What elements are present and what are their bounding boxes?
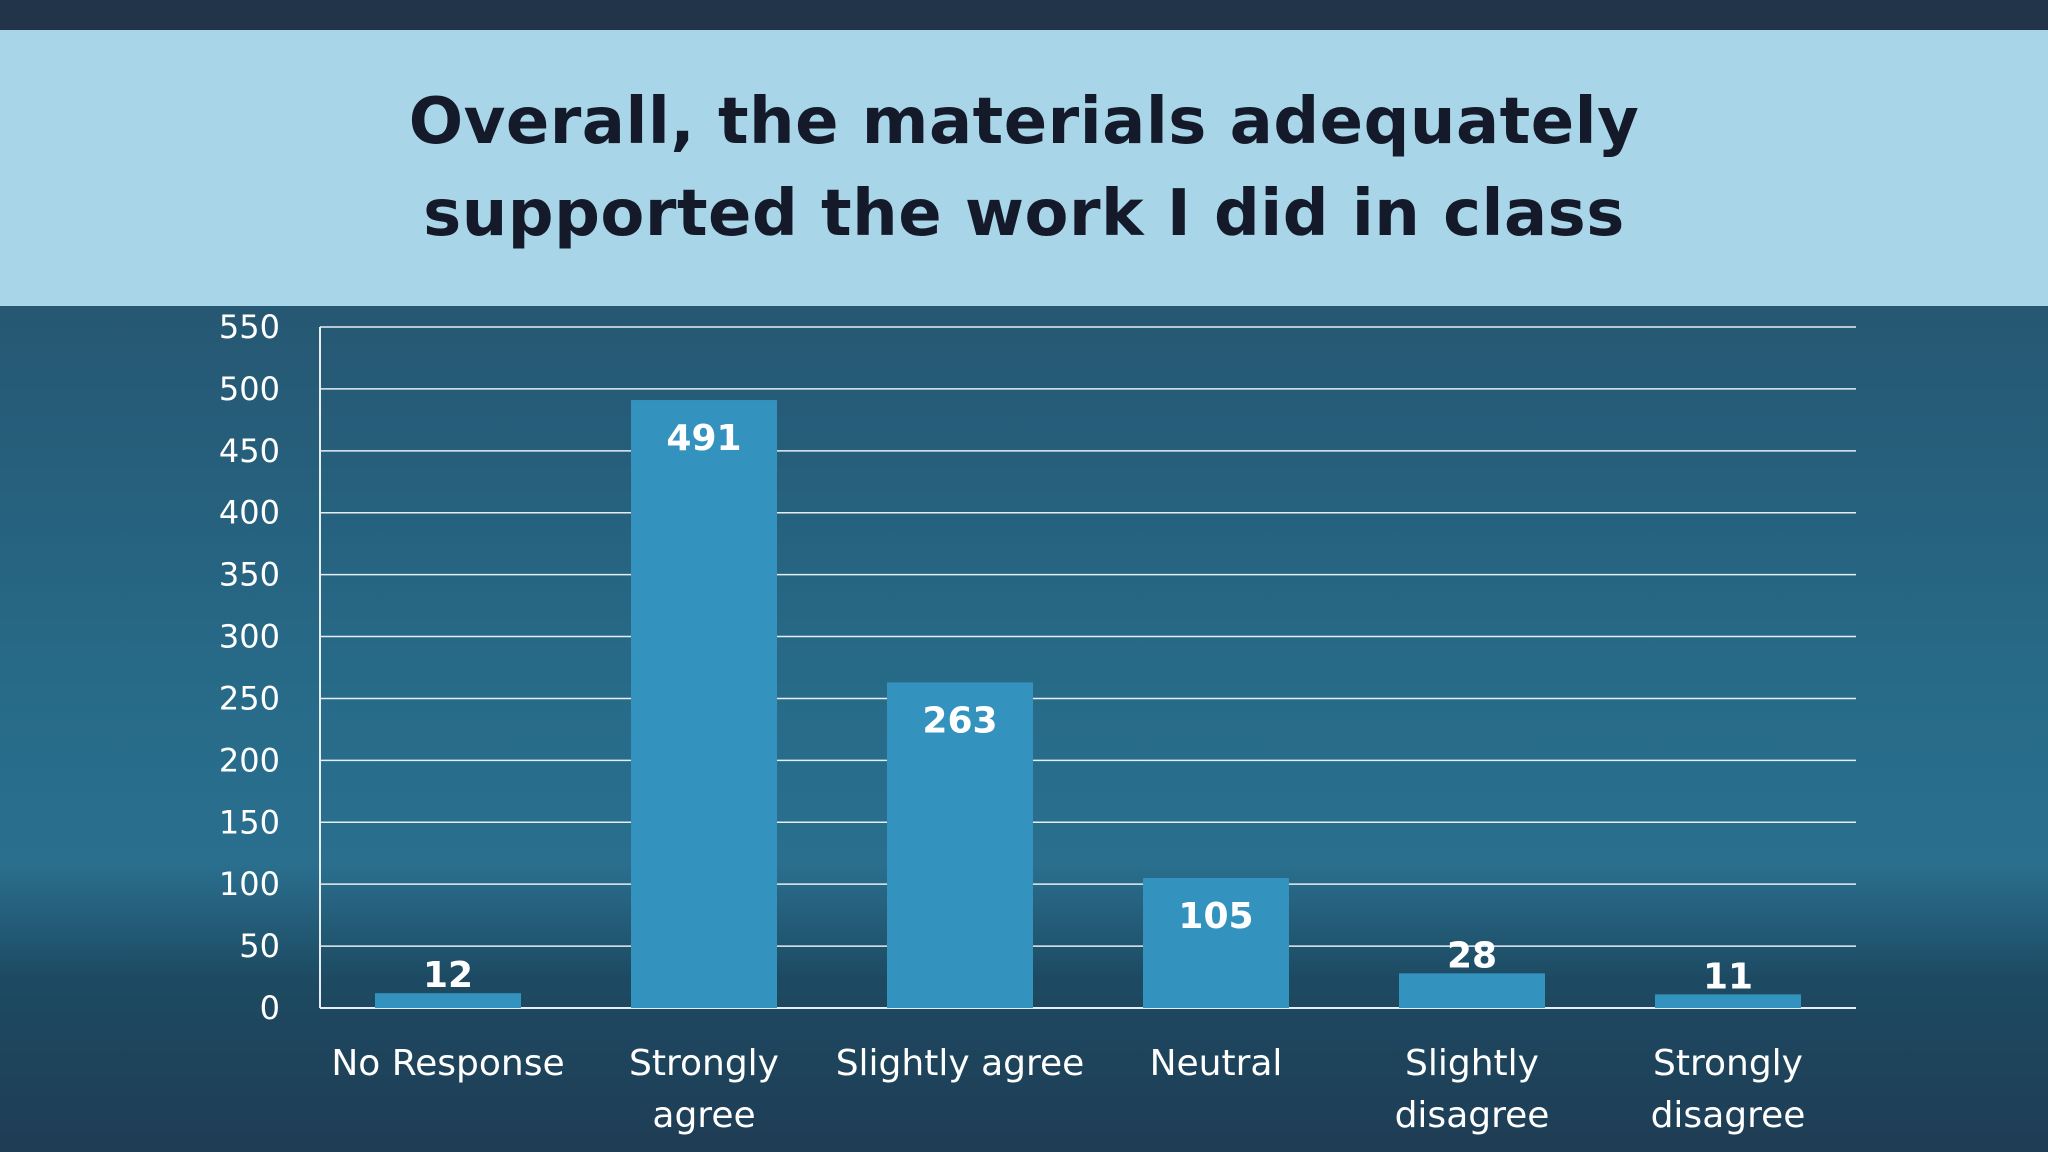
y-tick-label: 150 [219,803,280,841]
top-strip [0,0,2048,30]
y-tick-label: 500 [219,370,280,408]
y-tick-label: 400 [219,494,280,532]
bar [1399,973,1545,1008]
x-category-label: Strongly [629,1043,779,1084]
data-label: 105 [1178,896,1253,937]
data-label: 263 [922,700,997,741]
x-category-label: No Response [331,1043,564,1084]
y-tick-label: 50 [239,927,280,965]
data-label: 28 [1447,935,1497,976]
chart-title-line-1: Overall, the materials adequately [408,85,1640,159]
x-category-label: Neutral [1150,1043,1283,1084]
data-label: 11 [1703,956,1753,997]
y-tick-label: 250 [219,679,280,717]
y-tick-label: 0 [260,989,280,1027]
axes [319,327,1856,1009]
chart-title: Overall, the materials adequately suppor… [274,76,1774,260]
y-tick-label: 450 [219,432,280,470]
bar [887,682,1033,1008]
data-label: 12 [423,955,473,996]
x-category-label: disagree [1651,1095,1806,1136]
x-category-labels: No Response Strongly agree Slightly agree Ne… [331,1043,1805,1136]
x-category-label: agree [652,1095,755,1136]
y-tick-labels: 0 50 100 150 200 250 300 350 400 450 500 550 [219,308,280,1027]
title-band: Overall, the materials adequately suppor… [0,30,2048,306]
x-category-label: disagree [1395,1095,1550,1136]
bar [1143,877,1289,1008]
y-tick-label: 550 [219,308,280,346]
grid-lines [320,326,1856,947]
bar [1655,994,1801,1008]
y-tick-label: 200 [219,741,280,779]
bar [375,993,521,1008]
bar [631,400,777,1008]
x-category-label: Slightly [1405,1043,1539,1084]
bars [375,400,1801,1008]
chart-title-line-2: supported the work I did in class [423,177,1625,251]
x-category-label: Strongly [1653,1043,1803,1084]
x-category-label: Slightly agree [836,1043,1085,1084]
y-tick-label: 100 [219,865,280,903]
data-label: 491 [666,418,741,459]
data-labels: 12 491 263 105 28 11 [423,418,1753,997]
y-tick-label: 300 [219,618,280,656]
y-tick-label: 350 [219,556,280,594]
